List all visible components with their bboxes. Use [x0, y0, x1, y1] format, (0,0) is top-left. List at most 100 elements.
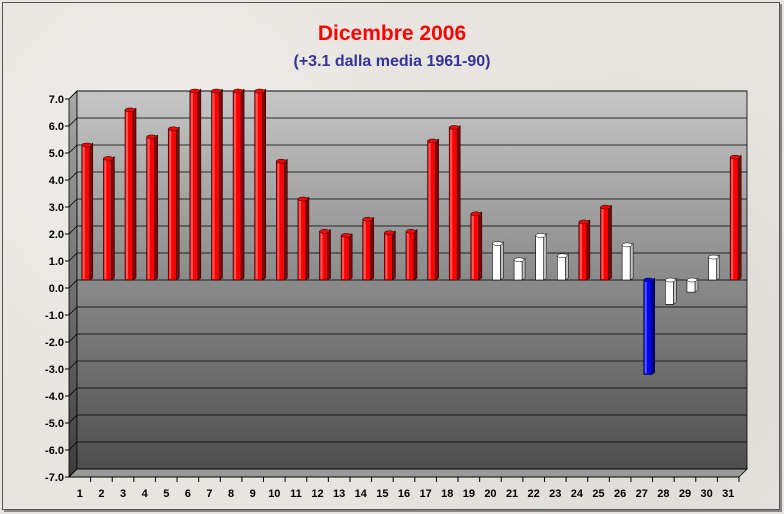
bar-side: [176, 126, 180, 281]
plot-floor: [68, 468, 748, 478]
bar-cap: [708, 254, 719, 260]
bar-side: [327, 228, 331, 281]
bar-cap: [578, 219, 590, 225]
bar-highlight: [169, 129, 172, 279]
y-tick-label: 4.0: [49, 175, 64, 187]
gridline: [68, 333, 747, 343]
bar-side: [435, 138, 439, 281]
bar-20: [492, 241, 504, 281]
x-tick-label: 3: [120, 488, 126, 500]
y-tick-label: -2.0: [45, 337, 64, 349]
bar-highlight: [471, 214, 474, 279]
bar-cap: [448, 125, 460, 130]
bar-highlight: [493, 244, 496, 279]
gridline: [68, 360, 747, 370]
bar-highlight: [385, 233, 388, 279]
x-tick-label: 4: [142, 488, 149, 500]
y-tick-label: 5.0: [49, 148, 64, 160]
bar-3: [124, 107, 137, 281]
bar-24: [578, 219, 591, 281]
gridline: [68, 414, 747, 424]
bar-2: [103, 156, 115, 281]
y-tick-label: -5.0: [45, 418, 64, 430]
bar-16: [405, 228, 418, 281]
bar-cap: [643, 277, 654, 283]
gridline: [68, 306, 747, 316]
gridline: [68, 90, 747, 100]
x-tick-label: 1: [77, 488, 83, 500]
bar-cap: [276, 158, 287, 164]
bar-side: [586, 219, 591, 281]
bar-highlight: [623, 245, 626, 279]
bar-side: [370, 216, 375, 281]
y-tick-label: -1.0: [45, 310, 64, 322]
x-tick-label: 30: [700, 488, 712, 500]
x-tick-label: 20: [484, 488, 496, 500]
y-tick-label: 1.0: [49, 256, 64, 268]
y-tick-label: 0.0: [49, 283, 64, 295]
bar-26: [621, 242, 634, 281]
bar-cap: [405, 229, 417, 234]
x-tick-label: 6: [185, 488, 191, 500]
bar-highlight: [407, 232, 409, 279]
y-tick-label: -6.0: [45, 445, 64, 457]
bar-cap: [729, 154, 741, 160]
x-tick-label: 18: [441, 488, 453, 500]
bar-cap: [470, 211, 482, 217]
bar-highlight: [298, 200, 301, 279]
bar-side: [111, 156, 115, 281]
bar-side: [305, 196, 310, 281]
bar-highlight: [363, 220, 366, 279]
bar-10: [276, 158, 288, 281]
bar-side: [478, 211, 483, 281]
bar-cap: [427, 138, 438, 144]
bar-cap: [124, 107, 136, 113]
bar-cap: [600, 204, 611, 210]
gridline: [68, 441, 747, 451]
x-tick-label: 17: [419, 488, 431, 500]
x-tick-label: 16: [398, 488, 410, 500]
bar-5: [167, 126, 180, 281]
bar-highlight: [666, 281, 669, 304]
bar-12: [319, 228, 331, 281]
bar-23: [556, 253, 569, 281]
bar-highlight: [731, 158, 734, 279]
bar-cap: [254, 88, 265, 94]
bar-8: [232, 88, 245, 281]
bar-25: [600, 204, 612, 281]
bar-29: [686, 277, 699, 293]
bar-highlight: [515, 260, 518, 279]
bar-cap: [168, 126, 179, 132]
gridline: [68, 225, 747, 235]
bar-cap: [535, 233, 546, 238]
gridline: [68, 468, 747, 478]
x-tick-label: 13: [333, 488, 345, 500]
bar-cap: [686, 277, 698, 283]
bar-highlight: [147, 137, 150, 279]
x-tick-label: 21: [506, 488, 518, 500]
chart-subtitle: (+3.1 dalla media 1961-90): [293, 53, 491, 70]
bar-cap: [492, 241, 503, 246]
bar-cap: [146, 134, 157, 140]
x-tick-label: 24: [571, 488, 584, 500]
bar-side: [651, 277, 655, 375]
bar-28: [665, 277, 677, 305]
bar-6: [189, 88, 202, 281]
bar-side: [284, 158, 288, 281]
x-tick-label: 9: [250, 488, 256, 500]
x-tick-label: 19: [463, 488, 475, 500]
bar-side: [456, 124, 461, 281]
bar-13: [340, 232, 353, 281]
bar-side: [608, 204, 612, 281]
x-tick-label: 14: [355, 488, 368, 500]
y-tick-label: -4.0: [45, 391, 64, 403]
bar-highlight: [709, 258, 712, 279]
bar-cap: [211, 88, 222, 94]
bar-cap: [621, 242, 633, 248]
bar-side: [629, 242, 634, 281]
bar-side: [132, 107, 137, 281]
bar-31: [729, 154, 742, 281]
gridline: [68, 387, 747, 397]
bar-side: [392, 230, 396, 281]
bar-9: [254, 88, 266, 281]
